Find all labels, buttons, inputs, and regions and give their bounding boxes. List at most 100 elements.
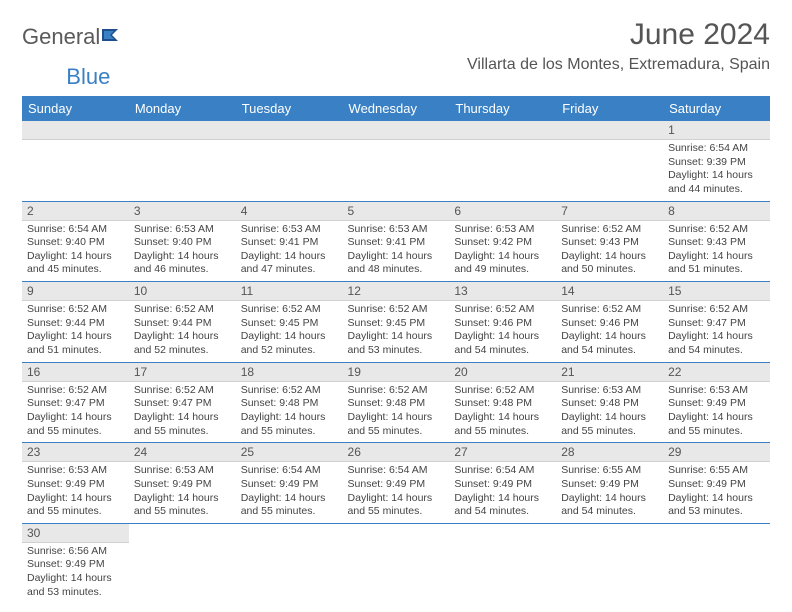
sunrise-text: Sunrise: 6:53 AM — [134, 464, 231, 478]
calendar-cell: 15Sunrise: 6:52 AMSunset: 9:47 PMDayligh… — [663, 282, 770, 363]
calendar-cell: 1Sunrise: 6:54 AMSunset: 9:39 PMDaylight… — [663, 121, 770, 201]
calendar-week: 23Sunrise: 6:53 AMSunset: 9:49 PMDayligh… — [22, 443, 770, 524]
sunrise-text: Sunrise: 6:52 AM — [454, 384, 551, 398]
day-number-empty — [129, 121, 236, 140]
sunset-text: Sunset: 9:47 PM — [668, 317, 765, 331]
sunset-text: Sunset: 9:41 PM — [241, 236, 338, 250]
flag-icon — [102, 26, 128, 44]
sunrise-text: Sunrise: 6:55 AM — [561, 464, 658, 478]
day-number: 21 — [556, 363, 663, 382]
col-saturday: Saturday — [663, 96, 770, 121]
daylight-text: Daylight: 14 hours and 55 minutes. — [241, 492, 338, 519]
sunrise-text: Sunrise: 6:53 AM — [668, 384, 765, 398]
sunrise-text: Sunrise: 6:53 AM — [134, 223, 231, 237]
sunset-text: Sunset: 9:41 PM — [348, 236, 445, 250]
sunrise-text: Sunrise: 6:53 AM — [454, 223, 551, 237]
sunrise-text: Sunrise: 6:55 AM — [668, 464, 765, 478]
day-header-row: Sunday Monday Tuesday Wednesday Thursday… — [22, 96, 770, 121]
sunrise-text: Sunrise: 6:56 AM — [27, 545, 124, 559]
sunset-text: Sunset: 9:49 PM — [668, 397, 765, 411]
sunrise-text: Sunrise: 6:54 AM — [454, 464, 551, 478]
sunset-text: Sunset: 9:47 PM — [134, 397, 231, 411]
calendar-cell — [129, 121, 236, 201]
calendar-cell: 21Sunrise: 6:53 AMSunset: 9:48 PMDayligh… — [556, 362, 663, 443]
day-detail: Sunrise: 6:52 AMSunset: 9:48 PMDaylight:… — [449, 382, 556, 443]
month-title: June 2024 — [467, 18, 770, 52]
location-text: Villarta de los Montes, Extremadura, Spa… — [467, 56, 770, 74]
daylight-text: Daylight: 14 hours and 54 minutes. — [561, 492, 658, 519]
day-number: 19 — [343, 363, 450, 382]
sunrise-text: Sunrise: 6:54 AM — [348, 464, 445, 478]
day-detail: Sunrise: 6:52 AMSunset: 9:47 PMDaylight:… — [22, 382, 129, 443]
sunset-text: Sunset: 9:44 PM — [134, 317, 231, 331]
daylight-text: Daylight: 14 hours and 50 minutes. — [561, 250, 658, 277]
day-number: 30 — [22, 524, 129, 543]
day-detail: Sunrise: 6:52 AMSunset: 9:46 PMDaylight:… — [449, 301, 556, 362]
daylight-text: Daylight: 14 hours and 48 minutes. — [348, 250, 445, 277]
day-detail: Sunrise: 6:53 AMSunset: 9:49 PMDaylight:… — [22, 462, 129, 523]
sunrise-text: Sunrise: 6:52 AM — [454, 303, 551, 317]
day-number: 18 — [236, 363, 343, 382]
daylight-text: Daylight: 14 hours and 52 minutes. — [241, 330, 338, 357]
sunrise-text: Sunrise: 6:52 AM — [134, 303, 231, 317]
sunset-text: Sunset: 9:49 PM — [561, 478, 658, 492]
day-number: 9 — [22, 282, 129, 301]
brand-part2: Blue — [66, 64, 110, 90]
day-detail: Sunrise: 6:52 AMSunset: 9:48 PMDaylight:… — [343, 382, 450, 443]
sunset-text: Sunset: 9:43 PM — [561, 236, 658, 250]
sunrise-text: Sunrise: 6:53 AM — [27, 464, 124, 478]
sunrise-text: Sunrise: 6:52 AM — [668, 223, 765, 237]
daylight-text: Daylight: 14 hours and 47 minutes. — [241, 250, 338, 277]
sunrise-text: Sunrise: 6:52 AM — [241, 384, 338, 398]
calendar-table: Sunday Monday Tuesday Wednesday Thursday… — [22, 96, 770, 603]
sunset-text: Sunset: 9:47 PM — [27, 397, 124, 411]
calendar-cell: 12Sunrise: 6:52 AMSunset: 9:45 PMDayligh… — [343, 282, 450, 363]
calendar-cell: 9Sunrise: 6:52 AMSunset: 9:44 PMDaylight… — [22, 282, 129, 363]
calendar-cell: 20Sunrise: 6:52 AMSunset: 9:48 PMDayligh… — [449, 362, 556, 443]
sunset-text: Sunset: 9:40 PM — [134, 236, 231, 250]
day-detail: Sunrise: 6:54 AMSunset: 9:49 PMDaylight:… — [449, 462, 556, 523]
calendar-cell — [129, 523, 236, 603]
day-number: 12 — [343, 282, 450, 301]
sunset-text: Sunset: 9:45 PM — [241, 317, 338, 331]
calendar-cell: 3Sunrise: 6:53 AMSunset: 9:40 PMDaylight… — [129, 201, 236, 282]
col-wednesday: Wednesday — [343, 96, 450, 121]
day-number-empty — [236, 121, 343, 140]
calendar-cell: 11Sunrise: 6:52 AMSunset: 9:45 PMDayligh… — [236, 282, 343, 363]
calendar-cell — [663, 523, 770, 603]
calendar-cell: 24Sunrise: 6:53 AMSunset: 9:49 PMDayligh… — [129, 443, 236, 524]
daylight-text: Daylight: 14 hours and 54 minutes. — [561, 330, 658, 357]
daylight-text: Daylight: 14 hours and 46 minutes. — [134, 250, 231, 277]
day-number: 16 — [22, 363, 129, 382]
sunset-text: Sunset: 9:48 PM — [561, 397, 658, 411]
sunrise-text: Sunrise: 6:52 AM — [27, 384, 124, 398]
sunrise-text: Sunrise: 6:52 AM — [241, 303, 338, 317]
day-detail: Sunrise: 6:54 AMSunset: 9:40 PMDaylight:… — [22, 221, 129, 282]
day-number: 14 — [556, 282, 663, 301]
calendar-cell: 26Sunrise: 6:54 AMSunset: 9:49 PMDayligh… — [343, 443, 450, 524]
calendar-cell: 7Sunrise: 6:52 AMSunset: 9:43 PMDaylight… — [556, 201, 663, 282]
day-number-empty — [556, 121, 663, 140]
calendar-cell: 25Sunrise: 6:54 AMSunset: 9:49 PMDayligh… — [236, 443, 343, 524]
day-detail: Sunrise: 6:54 AMSunset: 9:39 PMDaylight:… — [663, 140, 770, 201]
calendar-cell: 2Sunrise: 6:54 AMSunset: 9:40 PMDaylight… — [22, 201, 129, 282]
day-detail: Sunrise: 6:53 AMSunset: 9:41 PMDaylight:… — [343, 221, 450, 282]
day-detail: Sunrise: 6:52 AMSunset: 9:43 PMDaylight:… — [663, 221, 770, 282]
daylight-text: Daylight: 14 hours and 45 minutes. — [27, 250, 124, 277]
day-detail: Sunrise: 6:56 AMSunset: 9:49 PMDaylight:… — [22, 543, 129, 604]
daylight-text: Daylight: 14 hours and 54 minutes. — [668, 330, 765, 357]
daylight-text: Daylight: 14 hours and 55 minutes. — [348, 492, 445, 519]
sunset-text: Sunset: 9:49 PM — [348, 478, 445, 492]
calendar-cell — [449, 121, 556, 201]
calendar-cell — [343, 523, 450, 603]
calendar-week: 1Sunrise: 6:54 AMSunset: 9:39 PMDaylight… — [22, 121, 770, 201]
sunrise-text: Sunrise: 6:53 AM — [561, 384, 658, 398]
sunrise-text: Sunrise: 6:52 AM — [668, 303, 765, 317]
day-number: 8 — [663, 202, 770, 221]
calendar-cell: 5Sunrise: 6:53 AMSunset: 9:41 PMDaylight… — [343, 201, 450, 282]
day-number: 28 — [556, 443, 663, 462]
day-number: 17 — [129, 363, 236, 382]
day-number: 5 — [343, 202, 450, 221]
calendar-week: 16Sunrise: 6:52 AMSunset: 9:47 PMDayligh… — [22, 362, 770, 443]
daylight-text: Daylight: 14 hours and 52 minutes. — [134, 330, 231, 357]
